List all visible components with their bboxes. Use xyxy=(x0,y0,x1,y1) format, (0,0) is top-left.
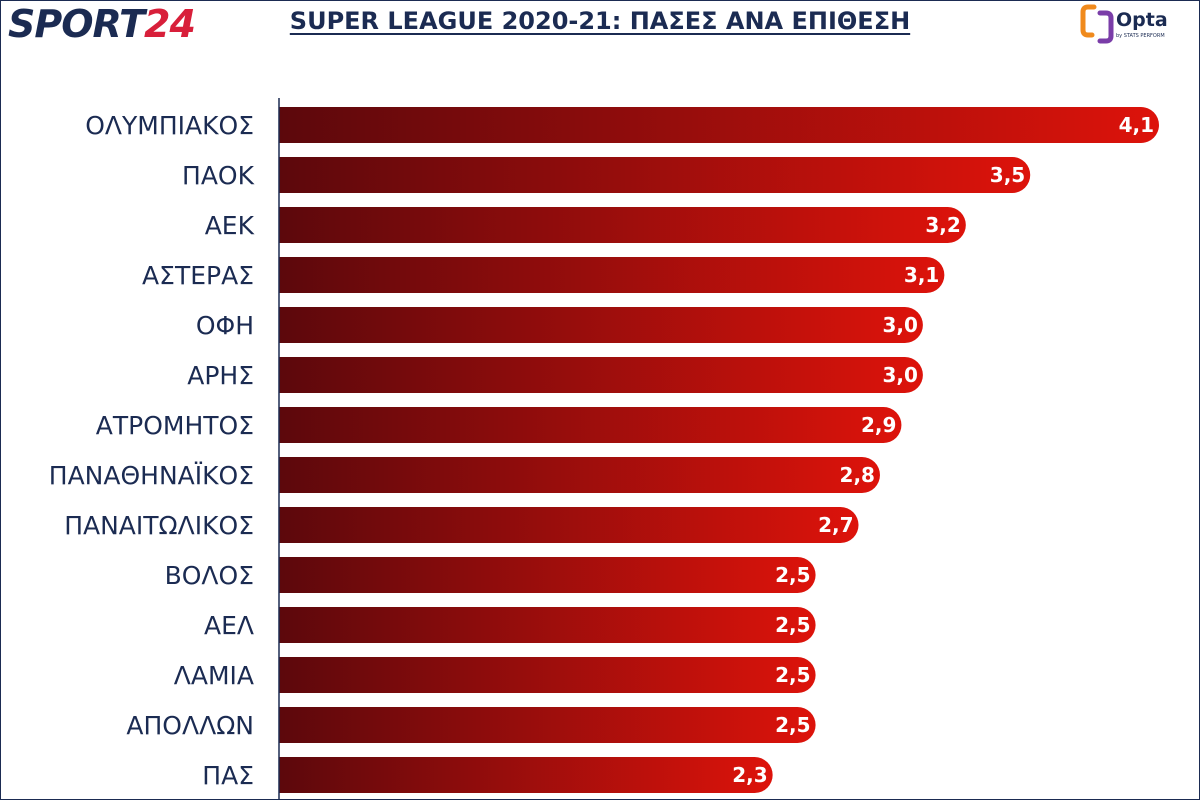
value-label: 3,1 xyxy=(904,263,939,287)
value-labels-group: 4,1 3,5 3,2 3,1 3,0 3,0 2,9 2,8 2,7 2,5 2,5 2,5 2,5 2… xyxy=(732,113,1154,787)
header: SPORT 24 SUPER LEAGUE 2020-21: ΠΑΣΕΣ ΑΝΑ … xyxy=(0,0,1200,48)
value-label: 3,5 xyxy=(990,163,1025,187)
opta-wordmark: Opta xyxy=(1116,9,1168,31)
opta-icon xyxy=(1080,4,1114,44)
category-label: ΑΤΡΟΜΗΤΟΣ xyxy=(96,411,254,440)
bar xyxy=(279,307,923,343)
bar xyxy=(279,507,859,543)
bar xyxy=(279,657,816,693)
bar xyxy=(279,107,1159,143)
category-label: ΒΟΛΟΣ xyxy=(165,561,254,590)
bar xyxy=(279,757,773,793)
category-labels-group: ΟΛΥΜΠΙΑΚΟΣ ΠΑΟΚ ΑΕΚ ΑΣΤΕΡΑΣ ΟΦΗ ΑΡΗΣ ΑΤΡΟΜΗΤΟΣ… xyxy=(49,111,255,790)
bars-group xyxy=(279,107,1159,793)
value-label: 2,8 xyxy=(840,463,875,487)
value-label: 3,2 xyxy=(925,213,960,237)
value-label: 2,5 xyxy=(775,563,810,587)
bar xyxy=(279,557,816,593)
sport24-logo: SPORT 24 xyxy=(8,2,196,46)
bar xyxy=(279,607,816,643)
bar xyxy=(279,457,880,493)
category-label: ΑΕΚ xyxy=(205,211,255,240)
category-label: ΟΛΥΜΠΙΑΚΟΣ xyxy=(85,111,254,140)
value-label: 3,0 xyxy=(882,363,917,387)
value-label: 2,5 xyxy=(775,613,810,637)
value-label: 2,5 xyxy=(775,663,810,687)
opta-logo: Opta by STATS PERFORM xyxy=(1080,4,1190,44)
category-label: ΑΡΗΣ xyxy=(187,361,254,390)
category-label: ΠΑΟΚ xyxy=(182,161,255,190)
bar xyxy=(279,357,923,393)
bar xyxy=(279,707,816,743)
category-label: ΑΣΤΕΡΑΣ xyxy=(142,261,254,290)
value-label: 2,5 xyxy=(775,713,810,737)
value-label: 2,9 xyxy=(861,413,896,437)
value-label: 3,0 xyxy=(882,313,917,337)
category-label: ΑΠΟΛΛΩΝ xyxy=(126,711,254,740)
logo-text-sport: SPORT xyxy=(8,2,145,46)
bar xyxy=(279,407,902,443)
bar xyxy=(279,157,1031,193)
bar xyxy=(279,257,945,293)
bar xyxy=(279,207,966,243)
category-label: ΛΑΜΙΑ xyxy=(174,661,254,690)
chart-title: SUPER LEAGUE 2020-21: ΠΑΣΕΣ ΑΝΑ ΕΠΙΘΕΣΗ xyxy=(289,7,911,35)
category-label: ΑΕΛ xyxy=(204,611,254,640)
category-label: ΠΑΝΑΘΗΝΑΪΚΟΣ xyxy=(49,461,254,490)
logo-text-24: 24 xyxy=(144,2,196,46)
category-label: ΟΦΗ xyxy=(196,311,254,340)
category-label: ΠΑΣ xyxy=(202,761,254,790)
value-label: 2,7 xyxy=(818,513,853,537)
value-label: 4,1 xyxy=(1119,113,1154,137)
category-label: ΠΑΝΑΙΤΩΛΙΚΟΣ xyxy=(64,511,254,540)
value-label: 2,3 xyxy=(732,763,767,787)
opta-subtitle: by STATS PERFORM xyxy=(1116,33,1165,39)
